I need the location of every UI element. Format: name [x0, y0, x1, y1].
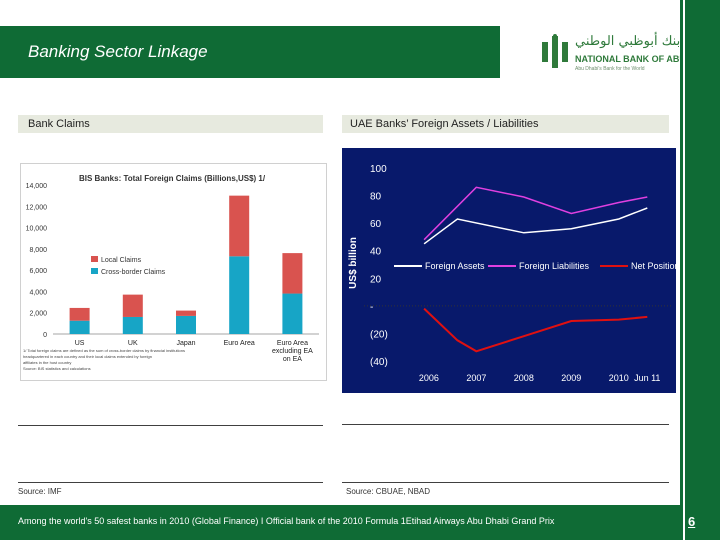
bis-footnote: affiliates in the host country: [23, 360, 71, 365]
uae-y-tick: (20): [370, 329, 388, 340]
uae-legend-net-position: Net Position: [631, 261, 676, 271]
bis-bar-local: [282, 253, 303, 294]
left-panel-header: Bank Claims: [18, 115, 323, 133]
right-divider-bottom: [342, 482, 669, 483]
bis-y-tick: 2,000: [29, 311, 47, 318]
bis-bar-local: [229, 195, 250, 257]
uae-chart: 100 80 60 40 20 - (20) (40) US$ billion 2006 2007 2…: [342, 148, 680, 393]
bis-footnote: headquartered in each country and their …: [23, 354, 152, 359]
uae-line-foreign-assets: [423, 207, 648, 245]
title-band: [0, 26, 500, 78]
uae-x-tick: Jun 11: [634, 373, 660, 383]
bis-legend-local: Local Claims: [101, 257, 142, 264]
bis-chart-title: BIS Banks: Total Foreign Claims (Billion…: [79, 174, 266, 183]
bis-y-tick: 6,000: [29, 268, 47, 275]
bis-x-tick: excluding EA: [272, 348, 313, 355]
bis-y-tick: 8,000: [29, 247, 47, 254]
logo-box: [505, 26, 680, 78]
bis-y-tick: 4,000: [29, 289, 47, 296]
bis-bar-crossborder: [69, 320, 90, 334]
bis-x-tick: on EA: [283, 356, 302, 363]
logo-english: NATIONAL BANK OF ABU DHABI: [575, 54, 717, 64]
uae-x-tick: 2008: [514, 373, 534, 383]
bis-x-tick: Euro Area: [224, 340, 255, 347]
right-strip-line: [683, 0, 685, 540]
page-title: Banking Sector Linkage: [28, 42, 208, 61]
bis-x-tick: US: [75, 340, 85, 347]
uae-y-tick: (40): [370, 357, 388, 368]
bis-bar-crossborder: [122, 316, 143, 334]
uae-y-tick: 100: [370, 164, 387, 175]
bis-bar-crossborder: [282, 293, 303, 334]
left-divider: [18, 425, 323, 426]
bis-legend-swatch-crossborder: [91, 268, 98, 274]
bis-footnote: Source: BIS statistics and calculations: [23, 366, 91, 371]
bis-bar-local: [176, 310, 196, 316]
bis-legend-crossborder: Cross-border Claims: [101, 269, 166, 276]
uae-y-tick: -: [370, 302, 373, 313]
bis-footnote: 1/ Total foreign claims are defined as t…: [23, 348, 185, 353]
footer-band: [0, 505, 680, 540]
uae-legend-foreign-liabilities: Foreign Liabilities: [519, 261, 590, 271]
bis-bar-crossborder: [229, 256, 250, 334]
uae-x-tick: 2006: [419, 373, 439, 383]
top-rule: [0, 0, 720, 26]
uae-x-tick: 2009: [561, 373, 581, 383]
bis-x-tick: UK: [128, 340, 138, 347]
uae-x-tick: 2007: [466, 373, 486, 383]
uae-y-tick: 80: [370, 192, 382, 203]
bis-bar-local: [122, 294, 143, 317]
bis-x-tick: Euro Area: [277, 340, 308, 347]
bis-y-tick: 0: [43, 332, 47, 339]
bis-chart: BIS Banks: Total Foreign Claims (Billion…: [20, 163, 327, 381]
bis-y-tick: 10,000: [26, 226, 48, 233]
uae-y-tick: 60: [370, 219, 382, 230]
left-divider-bottom: [18, 482, 323, 483]
uae-y-tick: 20: [370, 274, 382, 285]
right-strip: [680, 0, 720, 540]
uae-x-tick: 2010: [609, 373, 629, 383]
left-source: Source: IMF: [18, 487, 62, 496]
bis-legend-swatch-local: [91, 256, 98, 262]
uae-line-net-position: [423, 307, 648, 353]
bis-y-tick: 14,000: [26, 183, 48, 190]
right-divider: [342, 424, 669, 425]
uae-y-tick: 40: [370, 247, 382, 258]
uae-line-foreign-liabilities: [423, 186, 648, 241]
uae-y-label: US$ billion: [348, 237, 359, 289]
bis-bar-local: [69, 307, 90, 321]
page-number[interactable]: 6: [688, 514, 696, 529]
footer-text: Among the world's 50 safest banks in 201…: [18, 516, 555, 526]
right-source: Source: CBUAE, NBAD: [346, 487, 431, 496]
bis-bar-crossborder: [176, 315, 196, 334]
bis-y-tick: 12,000: [26, 204, 48, 211]
logo-arabic: بنك أبوظبي الوطني: [575, 34, 681, 49]
bank-logo-icon: [542, 34, 568, 68]
bis-x-tick: Japan: [176, 340, 195, 347]
uae-legend-foreign-assets: Foreign Assets: [425, 261, 485, 271]
right-panel-header: UAE Banks’ Foreign Assets / Liabilities: [342, 115, 669, 133]
logo-tagline: Abu Dhabi's Bank for the World: [575, 66, 645, 72]
